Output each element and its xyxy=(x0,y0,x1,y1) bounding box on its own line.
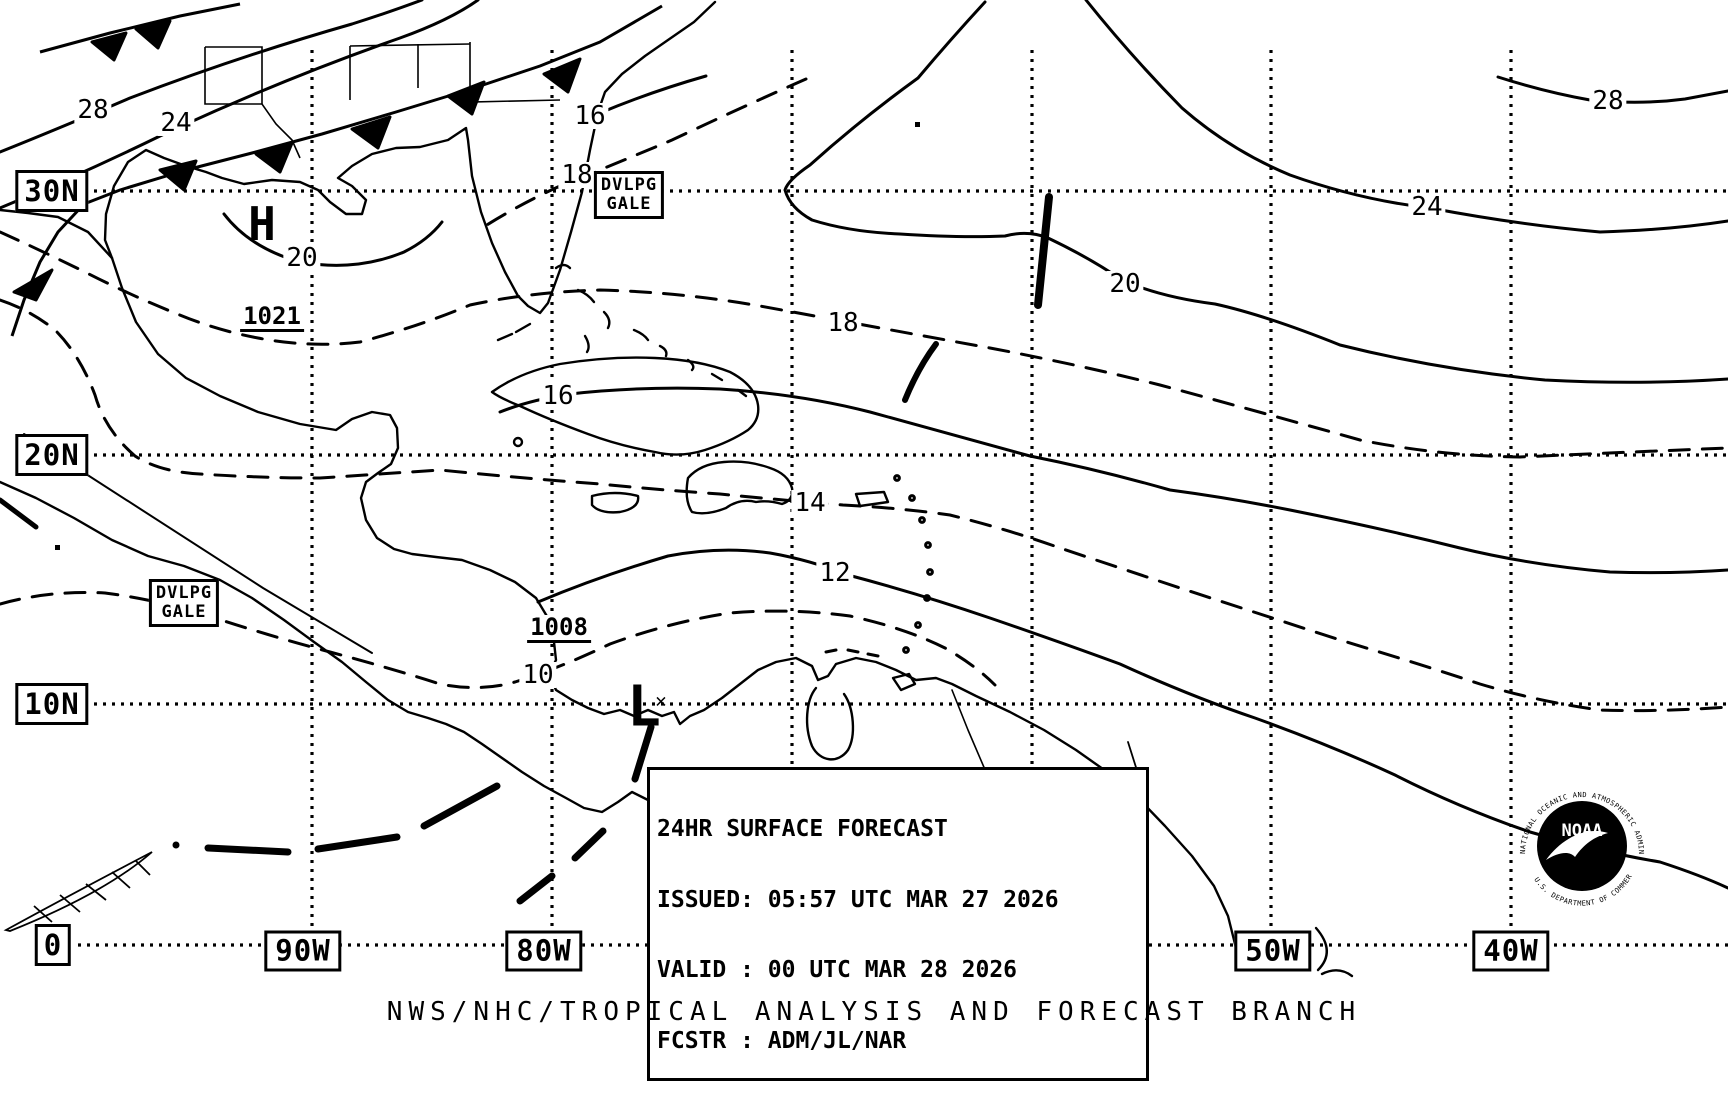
isobar-24-east xyxy=(1084,0,1728,234)
isobar-label-24-east: 24 xyxy=(1408,194,1446,220)
coast-cuba xyxy=(490,356,760,456)
lat-label-10n: 10N xyxy=(15,683,89,725)
coast-rio-grande-border xyxy=(0,208,114,260)
isobar-label-10: 10 xyxy=(519,662,557,688)
gale-line1: DVLPG xyxy=(155,583,213,603)
isobar-label-14: 14 xyxy=(791,490,829,516)
gale-line2: GALE xyxy=(161,602,207,622)
isobar-label-18-ne: 18 xyxy=(558,162,596,188)
gale-warning-box-pacific: DVLPG GALE xyxy=(148,579,220,627)
isobars-solid xyxy=(0,0,1728,890)
isobar-18-long xyxy=(0,230,1728,459)
trough-dot xyxy=(172,841,180,849)
lat-label-30n: 30N xyxy=(15,170,89,212)
gale-warning-box-atlantic: DVLPG GALE xyxy=(593,171,665,219)
forecast-valid: VALID : 00 UTC MAR 28 2026 xyxy=(657,957,1018,983)
point-marks xyxy=(55,122,920,550)
map-branch-title: NWS/NHC/TROPICAL ANALYSIS AND FORECAST B… xyxy=(386,997,1362,1027)
coast-pacific-central-america xyxy=(0,480,714,986)
isobars-dashed xyxy=(0,77,1728,713)
noaa-gull-icon xyxy=(1546,831,1608,860)
isobar-label-20-east: 20 xyxy=(1106,271,1144,297)
lon-label-40w: 40W xyxy=(1472,930,1550,972)
coast-trinidad xyxy=(891,672,917,692)
lon-label-50w: 50W xyxy=(1234,930,1312,972)
noaa-logo: NATIONAL OCEANIC AND ATMOSPHERIC ADMINIS… xyxy=(1519,791,1645,908)
bold-features xyxy=(0,193,1053,905)
isle-of-youth xyxy=(512,436,524,448)
coast-hispaniola xyxy=(685,460,794,515)
front-triangle xyxy=(542,57,582,94)
lake-maracaibo xyxy=(805,686,855,761)
lon-label-90w: 90W xyxy=(264,930,342,972)
isobar-16-central xyxy=(498,386,1728,575)
coastlines xyxy=(0,0,1354,986)
shear-line-60w xyxy=(1034,193,1053,309)
bahamas-islands xyxy=(496,263,748,398)
lat-label-20n: 20N xyxy=(15,434,89,476)
isobar-16-northeast xyxy=(598,74,708,115)
isobar-20-high-arc xyxy=(222,212,444,267)
gale-line1: DVLPG xyxy=(600,175,658,195)
front-triangle xyxy=(134,19,172,50)
isobar-label-20-high: 20 xyxy=(283,245,321,271)
front-triangle xyxy=(446,80,486,116)
lon-label-80w: 80W xyxy=(505,930,583,972)
bold-left-edge xyxy=(0,497,39,530)
trough-diagonal-thin xyxy=(23,433,373,654)
coast-puerto-rico xyxy=(854,490,890,508)
isobar-label-28-east: 28 xyxy=(1589,88,1627,114)
isobar-14-long xyxy=(0,298,1728,713)
trough-from-low xyxy=(516,723,655,905)
front-triangle xyxy=(90,31,128,62)
isobar-label-16-ne: 16 xyxy=(571,103,609,129)
isobar-28-west xyxy=(0,0,424,154)
isobar-18-northeast xyxy=(480,77,808,230)
coast-bottom-right-island xyxy=(1314,926,1354,978)
isobar-label-12: 12 xyxy=(816,560,854,586)
coast-us-gulf-mexico-centralamerica xyxy=(103,0,1242,972)
isobar-label-18-central: 18 xyxy=(824,310,862,336)
hatched-area xyxy=(3,851,153,932)
gale-line2: GALE xyxy=(606,194,652,214)
isobar-20-long xyxy=(783,0,1728,384)
forecast-title: 24HR SURFACE FORECAST xyxy=(657,816,948,842)
cold-front-main-line xyxy=(10,4,663,337)
state-borders xyxy=(204,42,561,159)
forecast-issued: ISSUED: 05:57 UTC MAR 27 2026 xyxy=(657,886,1059,913)
lat-label-0: 0 xyxy=(34,924,72,966)
trough-southwest xyxy=(204,782,501,856)
bold-arc-mid xyxy=(902,341,939,403)
front-triangle xyxy=(254,141,294,174)
low-pressure-value: 1008 xyxy=(527,615,591,643)
low-center-cross-icon: ✕ xyxy=(655,690,667,712)
coast-jamaica xyxy=(590,491,640,514)
forecast-info-box: 24HR SURFACE FORECAST ISSUED: 05:57 UTC … xyxy=(647,767,1149,1081)
isobar-label-16-central: 16 xyxy=(539,383,577,409)
low-pressure-symbol: L xyxy=(627,674,661,740)
front-triangle xyxy=(158,159,198,192)
forecast-fcstr: FCSTR : ADM/JL/NAR xyxy=(657,1027,907,1054)
front-triangle xyxy=(12,268,54,302)
high-pressure-symbol: H xyxy=(248,197,276,251)
front-triangle xyxy=(350,115,392,150)
isobar-label-24-west: 24 xyxy=(157,110,195,136)
isobar-label-28-west: 28 xyxy=(74,97,112,123)
cold-front-north-line xyxy=(39,2,241,54)
high-pressure-value: 1021 xyxy=(240,304,304,332)
cold-fronts xyxy=(10,2,663,337)
